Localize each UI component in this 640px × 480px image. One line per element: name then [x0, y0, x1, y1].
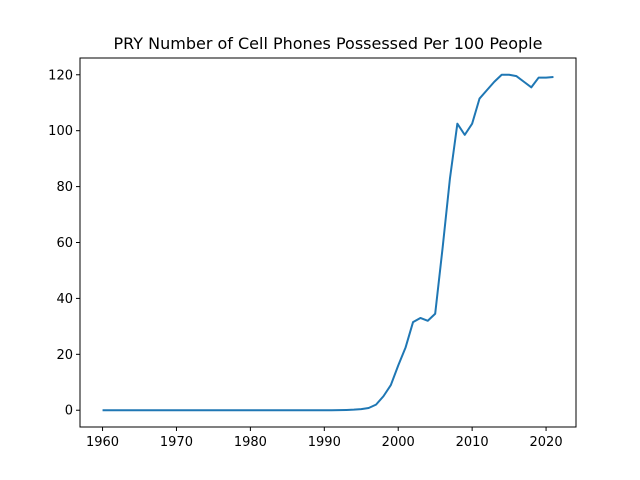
x-tick-label: 1960	[86, 435, 119, 450]
x-tick-label: 1990	[308, 435, 341, 450]
x-tick-label: 1980	[234, 435, 267, 450]
y-tick-label: 0	[65, 404, 73, 419]
series-line	[102, 73, 554, 412]
y-tick-label: 60	[56, 236, 73, 251]
chart-title: PRY Number of Cell Phones Possessed Per …	[114, 34, 543, 53]
y-tick-label: 40	[56, 292, 73, 307]
y-tick-label: 100	[48, 124, 73, 139]
x-tick-label: 1970	[160, 435, 193, 450]
x-tick-label: 2010	[456, 435, 489, 450]
x-tick-label: 2000	[382, 435, 415, 450]
y-tick-label: 120	[48, 68, 73, 83]
plot-area	[102, 73, 554, 412]
x-tick-label: 2020	[530, 435, 563, 450]
axes-frame	[79, 57, 577, 428]
x-axis: 1960 1970 1980 1990 2000 2010 2020	[86, 427, 563, 450]
y-tick-label: 80	[56, 180, 73, 195]
y-tick-label: 20	[56, 348, 73, 363]
y-axis: 0 20 40 60 80 100 120	[48, 68, 80, 419]
